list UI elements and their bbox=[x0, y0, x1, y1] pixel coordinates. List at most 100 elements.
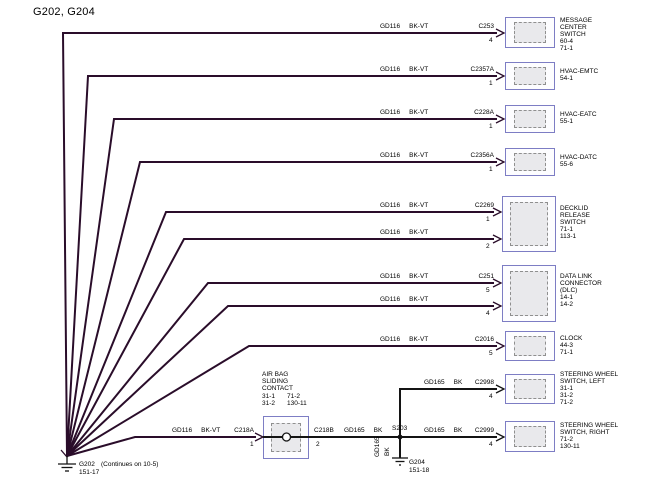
wire-label: GD116 BK-VT bbox=[380, 273, 428, 280]
splice-label-s203: S203 bbox=[392, 425, 408, 432]
arrow-icon bbox=[492, 278, 503, 288]
device-ref: 14-2 bbox=[560, 301, 574, 308]
bkvt-wires bbox=[61, 32, 497, 457]
device-label-steering-wheel-switch-left: STEERING WHEEL SWITCH, LEFT 31-1 31-2 71… bbox=[560, 371, 618, 406]
device-line: STEERING WHEEL bbox=[560, 422, 619, 429]
device-line: DATA LINK bbox=[560, 273, 593, 280]
connector-inner-outline bbox=[514, 67, 546, 85]
airbag-label-line: SLIDING bbox=[262, 378, 289, 385]
arrow-icon bbox=[492, 207, 503, 217]
wire-gd116-dlc-1 bbox=[66, 282, 494, 457]
page-title: G202, G204 bbox=[33, 6, 95, 18]
device-label-clock: CLOCK 44-3 71-1 bbox=[560, 335, 582, 356]
connector-label-c253: C253 bbox=[478, 23, 494, 30]
device-line: SWITCH, LEFT bbox=[560, 378, 606, 385]
device-ref: 55-6 bbox=[560, 161, 574, 168]
wire-circuit: GD116 bbox=[380, 109, 401, 116]
device-line: CONNECTOR bbox=[560, 280, 602, 287]
device-label-data-link-connector: DATA LINK CONNECTOR (DLC) 14-1 14-2 bbox=[560, 273, 602, 308]
device-ref: 31-2 bbox=[560, 392, 574, 399]
connector-label-c2998: C2998 bbox=[474, 379, 494, 386]
wire-label: GD116 BK-VT bbox=[172, 427, 220, 434]
device-label-decklid-release-switch: DECKLID RELEASE SWITCH 71-1 113-1 bbox=[560, 205, 590, 240]
wire-color: BK-VT bbox=[409, 229, 429, 236]
connector-inner-outline bbox=[514, 379, 546, 399]
connector-box-hvac-eatc bbox=[505, 105, 555, 133]
pin-number: 4 bbox=[489, 37, 493, 44]
device-line: RELEASE bbox=[560, 212, 590, 219]
device-line: MESSAGE bbox=[560, 17, 593, 24]
wire-color: BK-VT bbox=[409, 296, 429, 303]
wire-label: GD116 BK-VT bbox=[380, 229, 428, 236]
device-label-steering-wheel-switch-right: STEERING WHEEL SWITCH, RIGHT 71-2 130-11 bbox=[560, 422, 618, 450]
connector-label-c2357a: C2357A bbox=[470, 66, 495, 73]
wire-gd116-decklid-1 bbox=[66, 211, 494, 457]
device-ref: 31-1 bbox=[560, 385, 574, 392]
device-label-hvac-datc: HVAC-DATC 55-6 bbox=[560, 154, 597, 168]
wire-color: BK-VT bbox=[201, 427, 221, 434]
connector-inner-outline bbox=[514, 110, 546, 128]
wire-label: GD165 BK bbox=[424, 427, 462, 434]
arrow-icon bbox=[495, 157, 506, 167]
ground-label-g204: G204 bbox=[409, 459, 425, 466]
wire-circuit: GD116 bbox=[380, 273, 401, 280]
device-ref: 113-1 bbox=[560, 233, 577, 240]
wire-gd116-dlc-2 bbox=[66, 305, 494, 457]
device-ref: 71-1 bbox=[560, 349, 574, 356]
wire-label: GD116 BK-VT bbox=[380, 23, 428, 30]
pin-number: 5 bbox=[486, 287, 490, 294]
bkvt-arrowheads bbox=[60, 28, 506, 458]
wire-gd165-to-left-switch bbox=[399, 388, 497, 437]
ground-symbol-g204 bbox=[392, 457, 408, 466]
drop-wire-color: BK bbox=[384, 447, 391, 456]
connector-label-c2269: C2269 bbox=[474, 202, 494, 209]
wire-circuit: GD165 bbox=[424, 379, 445, 386]
arrow-icon bbox=[495, 341, 506, 351]
connector-box-hvac-emtc bbox=[505, 62, 555, 90]
arrow-icon bbox=[495, 114, 506, 124]
connector-label-c218a: C218A bbox=[234, 427, 254, 434]
connector-inner-outline bbox=[510, 271, 548, 316]
wire-color: BK-VT bbox=[409, 273, 429, 280]
device-label-message-center-switch: MESSAGE CENTER SWITCH 60-4 71-1 bbox=[560, 17, 592, 52]
device-ref: 130-11 bbox=[560, 443, 580, 450]
device-line: CENTER bbox=[560, 24, 587, 31]
pin-number: 1 bbox=[489, 166, 493, 173]
device-line: SWITCH, RIGHT bbox=[560, 429, 610, 436]
device-line: DECKLID bbox=[560, 205, 589, 212]
ground-ref-g204: 151-18 bbox=[409, 467, 430, 474]
wire-color: BK-VT bbox=[409, 109, 429, 116]
device-line: SWITCH bbox=[560, 219, 586, 226]
device-ref: 54-1 bbox=[560, 75, 574, 82]
connector-box-decklid-release-switch bbox=[502, 196, 556, 252]
connector-box-message-center-switch bbox=[505, 17, 555, 48]
wire-label: GD116 BK-VT bbox=[380, 66, 428, 73]
wire-circuit: GD116 bbox=[380, 152, 401, 159]
connector-inner-outline bbox=[514, 426, 546, 447]
connector-box-data-link-connector bbox=[502, 265, 556, 322]
connector-inner-outline bbox=[514, 22, 546, 43]
wire-label: GD165 BK bbox=[344, 427, 382, 434]
connector-label-c2999: C2999 bbox=[474, 427, 494, 434]
airbag-label-line: CONTACT bbox=[262, 385, 293, 392]
airbag-ref: 71-2 bbox=[287, 393, 301, 400]
pin-number: 5 bbox=[489, 350, 493, 357]
device-label-hvac-eatc: HVAC-EATC 55-1 bbox=[560, 111, 597, 125]
connector-box-steering-wheel-switch-right bbox=[505, 421, 555, 452]
pin-number: 1 bbox=[486, 216, 490, 223]
device-ref: 14-1 bbox=[560, 294, 574, 301]
pin-number: 4 bbox=[489, 393, 493, 400]
pin-number: 2 bbox=[316, 441, 320, 448]
wire-color: BK bbox=[453, 379, 463, 386]
wire-color: BK bbox=[373, 427, 383, 434]
pin-number: 4 bbox=[489, 441, 493, 448]
connector-inner-outline bbox=[514, 153, 546, 171]
device-line: STEERING WHEEL bbox=[560, 371, 619, 378]
pin-number: 1 bbox=[489, 123, 493, 130]
connector-label-c2016: C2016 bbox=[474, 336, 494, 343]
connector-box-hvac-datc bbox=[505, 148, 555, 176]
wire-circuit: GD116 bbox=[380, 66, 401, 73]
airbag-ref: 130-11 bbox=[287, 400, 307, 407]
device-ref: 71-2 bbox=[560, 399, 574, 406]
